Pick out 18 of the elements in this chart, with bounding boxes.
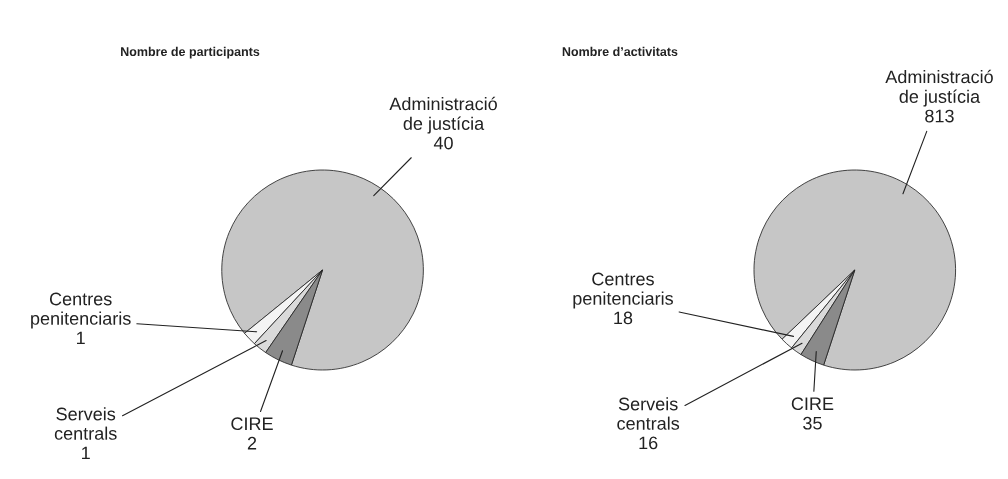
- slice-label: Serveis centrals: [617, 397, 680, 430]
- slice-label: Serveis centrals: [54, 407, 117, 440]
- data-label: 40: [433, 136, 453, 150]
- data-label: 1: [77, 331, 85, 345]
- data-label: 16: [639, 436, 658, 450]
- slice-label: Administració de justícia: [885, 69, 993, 107]
- data-label: 35: [803, 416, 822, 430]
- slice-label: CIRE: [231, 417, 273, 431]
- slice-label: CIRE: [791, 397, 834, 411]
- data-label: 1: [82, 446, 90, 460]
- slice-label: Centres penitenciaris: [31, 292, 131, 329]
- chart-title: Nombre d’activitats: [562, 46, 678, 57]
- data-label: 813: [925, 109, 954, 123]
- chart-title: Nombre de participants: [121, 46, 260, 59]
- slice-label: Administració de justícia: [389, 96, 497, 134]
- data-label: 2: [247, 436, 257, 450]
- data-label: 18: [614, 311, 633, 325]
- slice-label: Centres penitenciaris: [573, 272, 673, 309]
